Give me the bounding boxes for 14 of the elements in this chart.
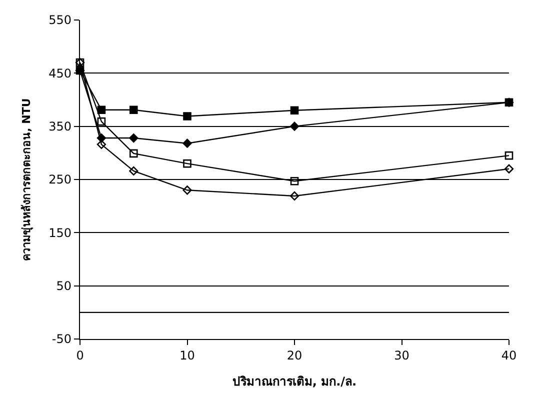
y-tick-label: 50 [56,279,72,294]
y-tick-label: 350 [48,120,72,134]
y-axis-title: ความขุ่นหลังการตกตะกอน, NTU [20,98,34,261]
x-tick-label: 10 [180,348,195,362]
y-tick-label: 250 [48,172,72,187]
y-tick-label: 550 [48,13,72,28]
y-tick-label: 450 [48,66,72,80]
y-tick-label: -50 [52,332,72,346]
x-tick-label: 0 [76,348,84,362]
y-tick-label: 150 [48,226,72,240]
x-tick-label: 20 [286,348,302,362]
x-axis-title: ปริมาณการเติม, มก./ล. [232,374,357,388]
x-tick-label: 40 [501,348,517,362]
x-tick-label: 30 [394,348,410,362]
